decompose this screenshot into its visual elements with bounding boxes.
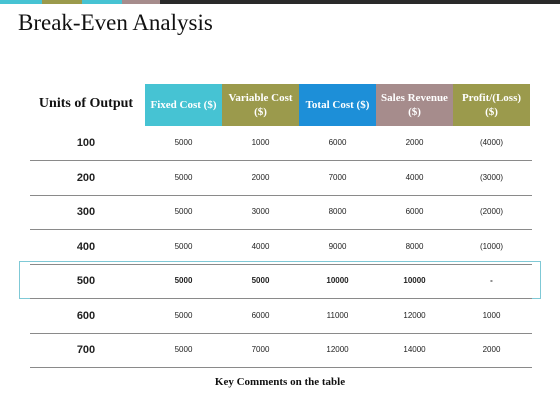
- value-cell: 5000: [174, 172, 193, 182]
- table-row: 700 5000 7000 12000 14000 2000: [30, 333, 532, 368]
- value-cell: 4000: [405, 172, 424, 182]
- value-cell: 12000: [326, 345, 349, 354]
- value-cell: 3000: [251, 207, 270, 216]
- footer-caption: Key Comments on the table: [214, 376, 346, 388]
- table-row: 400 5000 4000 9000 8000 (1000): [30, 230, 532, 265]
- value-cell: (2000): [479, 207, 504, 216]
- units-cell: 300: [76, 206, 96, 218]
- value-cell: 7000: [328, 172, 347, 182]
- value-cell: 5000: [174, 276, 193, 285]
- value-cell: 7000: [251, 345, 270, 354]
- accent-segment-dark: [160, 0, 560, 4]
- value-cell: 2000: [251, 172, 270, 182]
- accent-segment-olive: [42, 0, 82, 4]
- value-cell: 10000: [326, 276, 349, 285]
- table-row: 600 5000 6000 11000 12000 1000: [30, 299, 532, 334]
- value-cell: 5000: [174, 138, 193, 147]
- value-cell: 11000: [326, 310, 349, 320]
- accent-segment-mauve: [122, 0, 160, 4]
- value-cell: 2000: [405, 138, 424, 147]
- value-cell: 8000: [405, 241, 424, 251]
- value-cell: 8000: [328, 207, 347, 216]
- header-sales-revenue: Sales Revenue ($): [376, 84, 453, 126]
- header-fixed-cost: Fixed Cost ($): [145, 84, 222, 126]
- accent-segment-teal: [0, 0, 42, 4]
- page-title: Break-Even Analysis: [18, 10, 213, 35]
- accent-segment-cyan: [82, 0, 122, 4]
- units-cell: 600: [76, 309, 96, 322]
- value-cell: 6000: [405, 207, 424, 216]
- value-cell: 9000: [328, 241, 347, 251]
- value-cell: (3000): [479, 172, 504, 182]
- value-cell: 4000: [251, 241, 270, 251]
- value-cell: 5000: [174, 207, 193, 216]
- units-cell: 700: [76, 344, 96, 356]
- units-cell: 100: [76, 137, 96, 149]
- table-row: 500 5000 5000 10000 10000 -: [30, 264, 532, 299]
- units-cell: 200: [76, 171, 96, 184]
- value-cell: 14000: [403, 345, 426, 354]
- units-header: Units of Output: [38, 96, 134, 111]
- value-cell: 1000: [482, 310, 501, 320]
- value-cell: 5000: [174, 310, 193, 320]
- units-cell: 500: [76, 275, 96, 287]
- value-cell: (4000): [479, 138, 504, 147]
- header-profit-loss: Profit/(Loss) ($): [453, 84, 530, 126]
- table-row: 300 5000 3000 8000 6000 (2000): [30, 195, 532, 230]
- value-cell: -: [490, 276, 493, 285]
- value-cell: 2000: [482, 345, 501, 354]
- table-row: 100 5000 1000 6000 2000 (4000): [30, 126, 532, 161]
- header-variable-cost: Variable Cost ($): [222, 84, 299, 126]
- value-cell: 5000: [174, 345, 193, 354]
- value-cell: 5000: [251, 276, 270, 285]
- value-cell: 1000: [251, 138, 270, 147]
- header-total-cost: Total Cost ($): [299, 84, 376, 126]
- top-accent-bar: [0, 0, 560, 4]
- value-cell: 5000: [174, 241, 193, 251]
- value-cell: (1000): [479, 241, 504, 251]
- value-cell: 12000: [403, 310, 426, 320]
- units-cell: 400: [76, 240, 96, 253]
- value-cell: 10000: [403, 276, 426, 285]
- value-cell: 6000: [328, 138, 347, 147]
- table-row: 200 5000 2000 7000 4000 (3000): [30, 161, 532, 196]
- value-cell: 6000: [251, 310, 270, 320]
